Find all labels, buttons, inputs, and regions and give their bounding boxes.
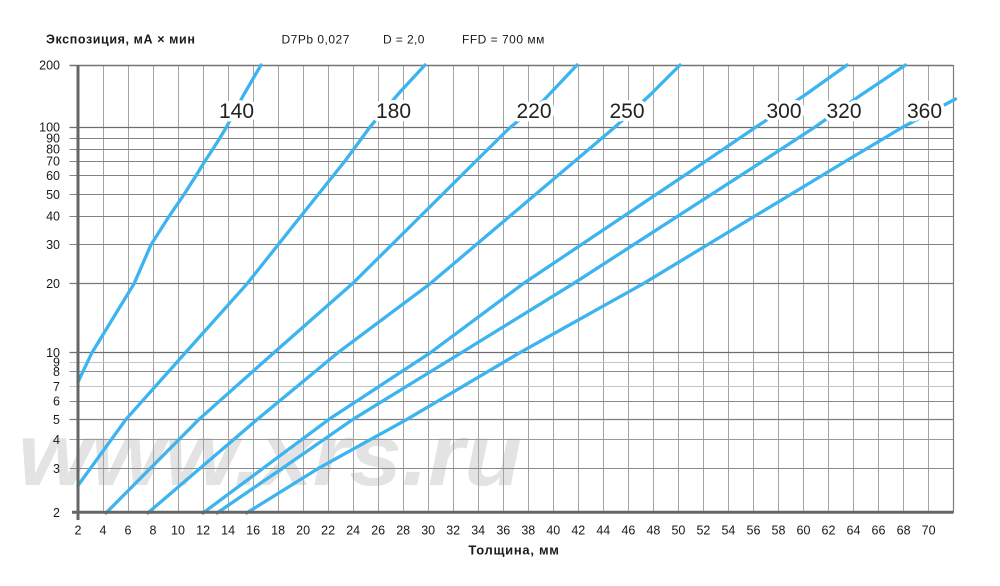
svg-text:9: 9 [53, 356, 60, 370]
svg-text:4: 4 [53, 433, 60, 447]
svg-text:28: 28 [396, 524, 410, 538]
svg-text:70: 70 [922, 524, 936, 538]
svg-text:D7Pb 0,027: D7Pb 0,027 [282, 32, 350, 46]
svg-text:20: 20 [296, 524, 310, 538]
svg-text:18: 18 [271, 524, 285, 538]
svg-text:D = 2,0: D = 2,0 [383, 32, 425, 46]
svg-text:6: 6 [125, 524, 132, 538]
svg-text:10: 10 [171, 524, 185, 538]
svg-text:2: 2 [75, 524, 82, 538]
svg-text:58: 58 [772, 524, 786, 538]
svg-text:32: 32 [446, 524, 460, 538]
svg-text:30: 30 [46, 238, 60, 252]
svg-text:60: 60 [797, 524, 811, 538]
svg-text:360: 360 [907, 100, 942, 123]
svg-text:26: 26 [371, 524, 385, 538]
svg-text:50: 50 [671, 524, 685, 538]
svg-text:180: 180 [376, 100, 411, 123]
svg-text:Экспозиция, мА × мин: Экспозиция, мА × мин [46, 33, 195, 47]
svg-text:66: 66 [872, 524, 886, 538]
svg-text:Толщина, мм: Толщина, мм [468, 543, 559, 558]
svg-text:300: 300 [766, 100, 801, 123]
svg-text:90: 90 [46, 132, 60, 146]
svg-text:140: 140 [219, 100, 254, 123]
svg-text:16: 16 [246, 524, 260, 538]
svg-text:80: 80 [46, 142, 60, 156]
svg-text:34: 34 [471, 524, 485, 538]
svg-text:36: 36 [496, 524, 510, 538]
svg-text:5: 5 [53, 413, 60, 427]
svg-text:24: 24 [346, 524, 360, 538]
svg-text:4: 4 [100, 524, 107, 538]
svg-text:100: 100 [39, 121, 60, 135]
svg-text:70: 70 [46, 155, 60, 169]
svg-text:46: 46 [621, 524, 635, 538]
svg-text:50: 50 [46, 188, 60, 202]
svg-text:60: 60 [46, 169, 60, 183]
svg-text:40: 40 [546, 524, 560, 538]
svg-text:38: 38 [521, 524, 535, 538]
svg-text:FFD = 700 мм: FFD = 700 мм [462, 32, 545, 46]
svg-text:2: 2 [53, 506, 60, 520]
svg-text:40: 40 [46, 210, 60, 224]
svg-text:8: 8 [150, 524, 157, 538]
svg-text:200: 200 [39, 59, 60, 73]
svg-text:42: 42 [571, 524, 585, 538]
svg-text:62: 62 [822, 524, 836, 538]
svg-text:20: 20 [46, 277, 60, 291]
svg-text:3: 3 [53, 462, 60, 476]
svg-text:8: 8 [53, 365, 60, 379]
svg-text:64: 64 [847, 524, 861, 538]
svg-text:12: 12 [196, 524, 210, 538]
svg-text:68: 68 [897, 524, 911, 538]
svg-text:54: 54 [721, 524, 735, 538]
svg-text:56: 56 [747, 524, 761, 538]
svg-text:6: 6 [53, 395, 60, 409]
svg-text:250: 250 [609, 100, 644, 123]
svg-text:220: 220 [516, 100, 551, 123]
svg-text:48: 48 [646, 524, 660, 538]
svg-text:14: 14 [221, 524, 235, 538]
svg-text:320: 320 [826, 100, 861, 123]
svg-text:52: 52 [696, 524, 710, 538]
svg-text:22: 22 [321, 524, 335, 538]
svg-text:7: 7 [53, 380, 60, 394]
svg-text:44: 44 [596, 524, 610, 538]
svg-text:10: 10 [46, 346, 60, 360]
svg-text:30: 30 [421, 524, 435, 538]
